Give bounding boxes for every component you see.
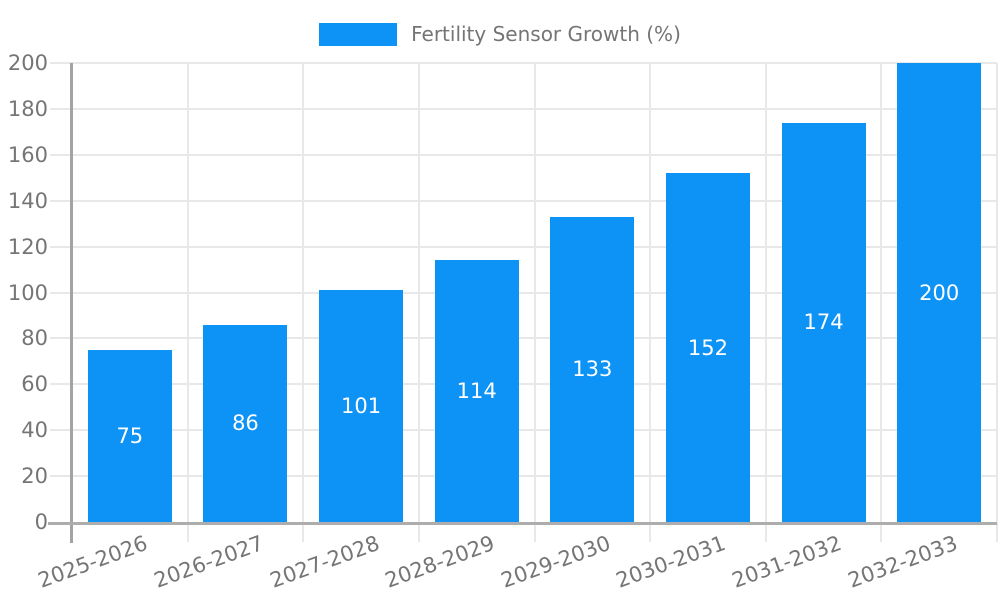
- y-axis-tick-label: 160: [7, 142, 48, 167]
- bar[interactable]: [665, 173, 750, 522]
- bar[interactable]: [897, 63, 982, 522]
- y-axis-line: [70, 63, 73, 543]
- x-axis-category-label: 2032-2033: [844, 531, 961, 593]
- legend-swatch: [319, 22, 398, 46]
- y-axis-tick-label: 100: [7, 280, 48, 305]
- y-axis-tick-label: 180: [7, 96, 48, 121]
- gridline-vertical: [649, 63, 652, 542]
- y-axis-tick-label: 140: [7, 188, 48, 213]
- x-axis-category-label: 2030-2031: [613, 531, 730, 593]
- gridline-horizontal: [50, 337, 997, 340]
- gridline-horizontal: [50, 199, 997, 202]
- y-axis-tick-label: 0: [34, 510, 48, 534]
- bar-value-label: 101: [341, 394, 382, 419]
- bar-value-label: 133: [572, 357, 613, 382]
- bar-value-label: 200: [919, 280, 960, 305]
- gridline-horizontal: [50, 475, 997, 478]
- gridline-vertical: [186, 63, 189, 542]
- gridline-horizontal: [50, 291, 997, 294]
- bar[interactable]: [203, 324, 288, 522]
- y-axis-tick-label: 200: [7, 51, 48, 75]
- x-axis-category-label: 2029-2030: [497, 531, 614, 593]
- x-axis-category-label: 2028-2029: [382, 531, 498, 593]
- gridline-vertical: [302, 63, 305, 542]
- gridline-vertical: [880, 63, 883, 542]
- gridline-vertical: [996, 63, 998, 542]
- gridline-horizontal: [50, 62, 997, 64]
- bar-value-label: 114: [456, 379, 497, 404]
- legend[interactable]: Fertility Sensor Growth (%): [0, 19, 1000, 49]
- gridline-horizontal: [50, 429, 997, 432]
- x-axis-category-label: 2025-2026: [35, 531, 152, 593]
- legend-label: Fertility Sensor Growth (%): [411, 22, 681, 46]
- gridline-horizontal: [50, 383, 997, 386]
- gridline-vertical: [764, 63, 767, 542]
- gridline-vertical: [533, 63, 536, 542]
- bar-value-label: 75: [116, 423, 144, 448]
- y-axis-tick-label: 20: [21, 464, 48, 489]
- bar-value-label: 86: [232, 411, 259, 436]
- gridline-horizontal: [50, 153, 997, 156]
- bar-value-label: 152: [687, 335, 728, 360]
- x-axis-category-label: 2027-2028: [266, 531, 383, 593]
- bar[interactable]: [87, 349, 172, 522]
- bar[interactable]: [434, 260, 519, 522]
- y-axis-tick-label: 40: [21, 418, 48, 443]
- gridline-horizontal: [50, 107, 997, 110]
- y-axis-tick-label: 80: [21, 326, 48, 351]
- x-axis-category-label: 2026-2027: [150, 531, 267, 593]
- y-axis-tick-label: 60: [21, 372, 48, 397]
- y-axis-tick-label: 120: [7, 234, 48, 259]
- x-axis-category-label: 2031-2032: [728, 531, 845, 593]
- x-axis-line: [48, 522, 997, 525]
- bar[interactable]: [781, 122, 866, 522]
- bar[interactable]: [550, 216, 635, 522]
- bar-value-label: 174: [803, 310, 844, 335]
- bar[interactable]: [319, 290, 404, 522]
- gridline-horizontal: [50, 245, 997, 248]
- gridline-vertical: [417, 63, 420, 542]
